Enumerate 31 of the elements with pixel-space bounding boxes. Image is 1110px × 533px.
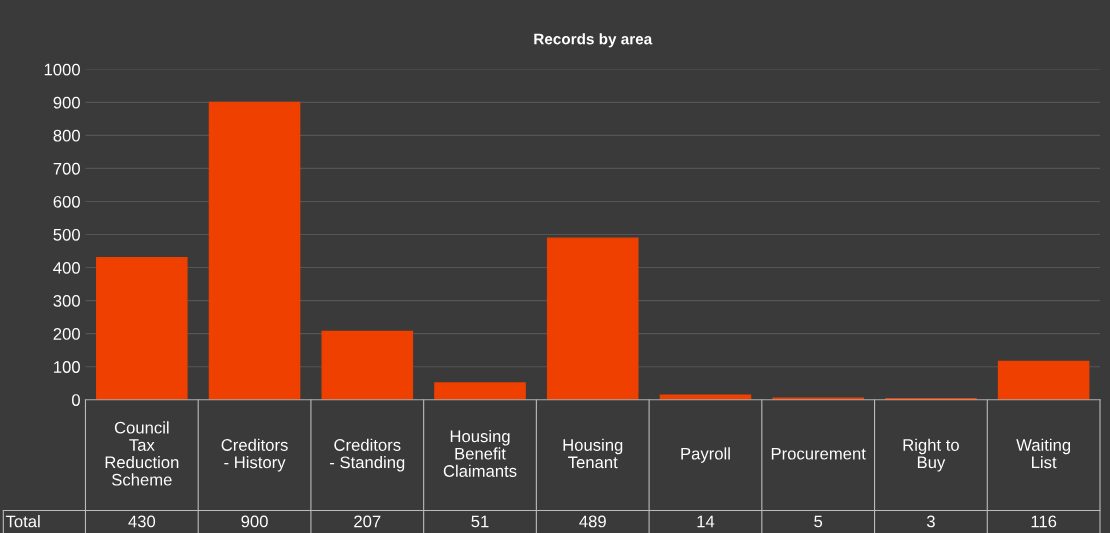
- y-tick-label: 200: [53, 328, 80, 340]
- data-label: 51: [471, 515, 489, 528]
- x-tick-label: Creditors - History: [221, 438, 288, 472]
- data-label: 14: [697, 515, 715, 528]
- y-tick-label: 800: [53, 129, 80, 142]
- text: Total: [5, 515, 40, 528]
- data-label: 207: [354, 515, 381, 528]
- data-label: 900: [241, 515, 268, 528]
- y-tick-label: 500: [53, 228, 80, 241]
- y-tick-label: 900: [53, 96, 80, 109]
- x-tick-label: Council Tax Reduction Scheme: [105, 421, 179, 486]
- y-tick-label: 300: [53, 295, 80, 307]
- x-tick-label: Housing Benefit Claimants: [443, 429, 517, 477]
- chart-title: Records by area: [534, 33, 653, 48]
- x-tick-label: Waiting List: [1016, 438, 1071, 469]
- y-tick-label: 0: [71, 394, 80, 406]
- y-tick-label: 600: [53, 195, 80, 208]
- x-tick-label: Right to Buy: [903, 438, 959, 472]
- x-tick-label: Payroll: [681, 447, 730, 463]
- y-tick-label: 400: [53, 261, 80, 274]
- x-tick-label: Housing Tenant: [563, 438, 623, 469]
- data-label: 5: [814, 515, 823, 528]
- x-tick-label: Creditors - Standing: [330, 438, 405, 472]
- data-label: 3: [926, 515, 935, 528]
- x-tick-label: Procurement: [771, 447, 866, 460]
- data-label: 489: [579, 515, 606, 528]
- y-tick-label: 700: [53, 162, 80, 175]
- data-label: 430: [128, 515, 156, 528]
- y-tick-label: 1000: [44, 63, 80, 76]
- y-tick-label: 100: [54, 361, 80, 373]
- data-label: 116: [1031, 515, 1057, 528]
